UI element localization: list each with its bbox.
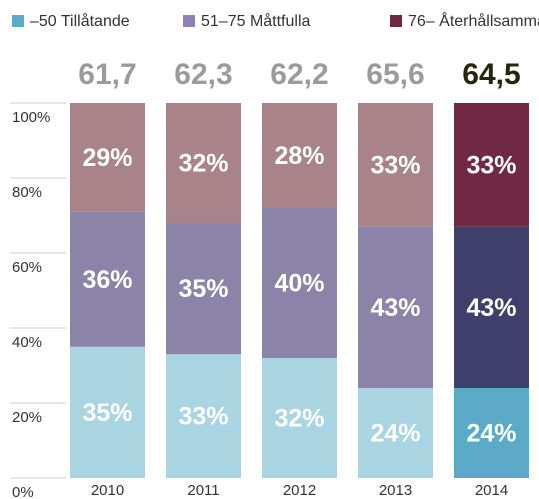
x-tick-label: 2011	[187, 482, 219, 499]
data-label: 43%	[466, 294, 516, 322]
y-tick-label: 20%	[12, 409, 42, 426]
x-tick-label: 2010	[91, 482, 124, 499]
data-label: 33%	[466, 151, 516, 179]
data-label: 36%	[82, 266, 132, 294]
legend-swatch	[390, 15, 402, 27]
data-label: 43%	[370, 294, 420, 322]
data-label: 40%	[274, 270, 324, 298]
top-value: 62,3	[174, 58, 232, 91]
x-tick-label: 2013	[379, 482, 412, 499]
y-tick-label: 60%	[12, 259, 42, 276]
top-value: 62,2	[270, 58, 328, 91]
top-value: 61,7	[78, 58, 136, 91]
legend-swatch	[183, 15, 195, 27]
data-label: 33%	[178, 403, 228, 431]
bar-segment	[454, 226, 529, 388]
top-value: 65,6	[366, 58, 424, 91]
bar-segment	[70, 103, 145, 212]
bar-segment	[358, 226, 433, 388]
data-label: 29%	[82, 144, 132, 172]
data-label: 24%	[466, 420, 516, 448]
top-value: 64,5	[462, 58, 520, 91]
data-label: 28%	[274, 142, 324, 170]
bar-segment	[166, 223, 241, 355]
data-label: 33%	[370, 151, 420, 179]
y-tick-label: 80%	[12, 184, 42, 201]
bar-segment	[358, 103, 433, 227]
data-label: 24%	[370, 420, 420, 448]
bar-segment	[454, 103, 529, 227]
bar-segment	[70, 346, 145, 478]
bar-segment	[358, 388, 433, 478]
data-label: 35%	[178, 275, 228, 303]
bar-segment	[70, 211, 145, 347]
y-tick-label: 0%	[12, 484, 34, 499]
data-label: 32%	[274, 405, 324, 433]
x-tick-label: 2014	[475, 482, 508, 499]
bar-segment	[262, 103, 337, 208]
data-label: 32%	[178, 150, 228, 178]
legend-label: 76– Återhållsamma	[408, 11, 539, 30]
bar-segment	[166, 103, 241, 223]
bar-segment	[262, 208, 337, 358]
x-tick-label: 2012	[283, 482, 316, 499]
legend-label: –50 Tillåtande	[30, 12, 130, 30]
bar-segment	[454, 388, 529, 478]
data-label: 35%	[82, 399, 132, 427]
legend-swatch	[12, 15, 24, 27]
legend-label: 51–75 Måttfulla	[201, 12, 311, 30]
y-tick-label: 40%	[12, 334, 42, 351]
bar-segment	[262, 358, 337, 478]
bar-segment	[166, 354, 241, 478]
y-tick-label: 100%	[12, 109, 50, 126]
